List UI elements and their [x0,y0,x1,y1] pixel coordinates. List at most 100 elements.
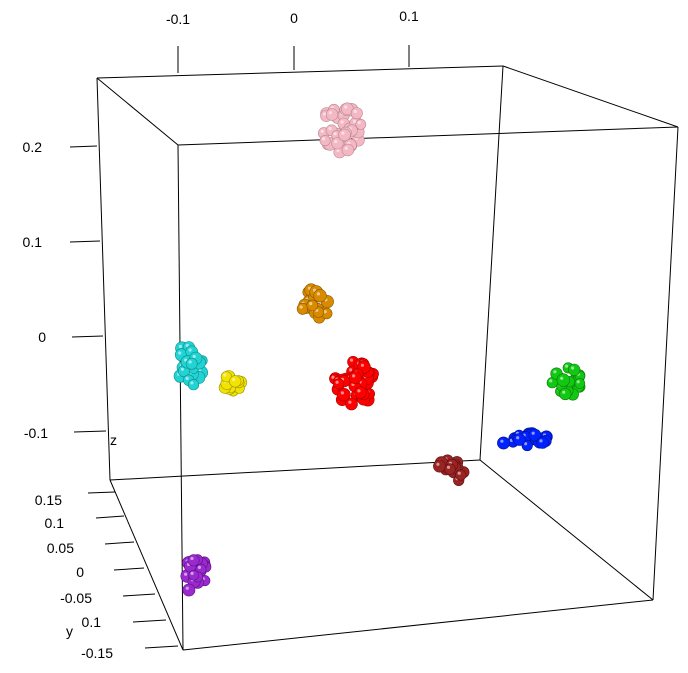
data-cluster [433,454,470,487]
point-highlight [340,120,344,124]
point-highlight [562,390,566,394]
point-highlight [197,565,201,570]
point-highlight [357,121,361,125]
data-point [187,379,200,391]
y-tick-mark [95,515,125,519]
point-highlight [353,119,357,123]
point-highlight [328,111,332,115]
point-highlight [192,354,196,359]
x-tick-label: -0.1 [166,11,190,27]
point-highlight [446,465,451,469]
data-cluster [329,355,379,411]
y-tick-label: 0.15 [35,492,62,508]
point-highlight [320,129,324,133]
point-highlight [349,358,354,362]
point-highlight [340,391,344,395]
z-axis-title: z [110,432,117,448]
box-edge-front-left [177,144,184,651]
data-cluster [180,554,212,597]
data-point [433,459,446,473]
point-highlight [333,132,337,136]
z-tick-mark [73,430,107,433]
point-highlight [336,148,340,152]
data-point [306,299,319,312]
data-point [331,137,344,150]
point-highlight [299,305,303,309]
data-point [325,108,339,121]
y-tick-mark [122,593,156,597]
y-tick-label: 0.05 [47,540,74,556]
box-edge-back-top [96,65,504,79]
box-edge-connector-tr [502,65,679,128]
point-highlight [348,400,352,404]
data-point [319,135,331,147]
data-point [341,143,355,157]
data-point [497,436,510,450]
data-point [338,128,351,142]
point-highlight [178,351,182,355]
data-cluster [497,427,553,452]
data-clusters [173,102,586,597]
box-edge-back-right [479,65,504,461]
point-highlight [341,131,345,135]
data-cluster [173,341,208,391]
z-tick-label: -0.1 [24,425,48,441]
data-point [348,371,362,385]
box-edge-connector-br [479,459,654,601]
z-tick-label: 0.2 [23,139,43,155]
point-highlight [565,364,569,368]
box-edge-connector-tl [96,77,179,146]
point-highlight [516,436,520,440]
data-point [187,554,200,567]
data-point [559,387,572,401]
data-cluster [546,362,586,401]
point-highlight [539,439,543,443]
z-tick-mark [71,335,104,338]
box-edge-connector-bl [109,479,184,651]
point-highlight [560,376,564,380]
data-point [455,469,467,481]
point-highlight [344,105,348,109]
data-point [185,357,198,370]
data-point [188,569,199,581]
data-point [556,373,570,387]
point-highlight [344,146,348,150]
x-tick-label: 0 [290,10,298,26]
y-tick-label: -0.15 [81,645,113,661]
point-highlight [178,344,182,349]
point-highlight [190,571,194,576]
box-edge-front-top [177,126,679,146]
data-point [229,375,242,388]
point-highlight [321,137,326,141]
point-highlight [185,586,189,590]
point-highlight [185,343,189,348]
point-highlight [352,374,356,378]
point-highlight [576,380,580,384]
y-axis-title: y [66,623,73,639]
point-highlight [190,381,194,385]
point-highlight [349,368,353,372]
point-highlight [549,379,553,383]
point-highlight [188,348,192,352]
box-edge-back-left [96,77,111,481]
point-highlight [323,310,327,314]
y-tick-mark [104,541,135,545]
point-highlight [334,139,338,144]
data-point [355,119,367,130]
point-highlight [457,471,461,475]
data-point [337,388,351,402]
point-highlight [185,376,189,380]
y-tick-mark [113,567,145,571]
data-point [574,378,586,389]
data-point [345,397,358,411]
z-tick-label: 0 [38,329,46,345]
point-highlight [571,366,575,370]
point-highlight [328,127,332,131]
y-tick-label: 0.1 [45,515,65,531]
point-highlight [436,462,440,466]
x-axis: -0.1 0 0.1 [166,8,419,73]
point-highlight [357,389,361,393]
point-highlight [223,373,227,377]
y-tick-label: 0.1 [82,614,102,630]
point-highlight [188,360,192,364]
